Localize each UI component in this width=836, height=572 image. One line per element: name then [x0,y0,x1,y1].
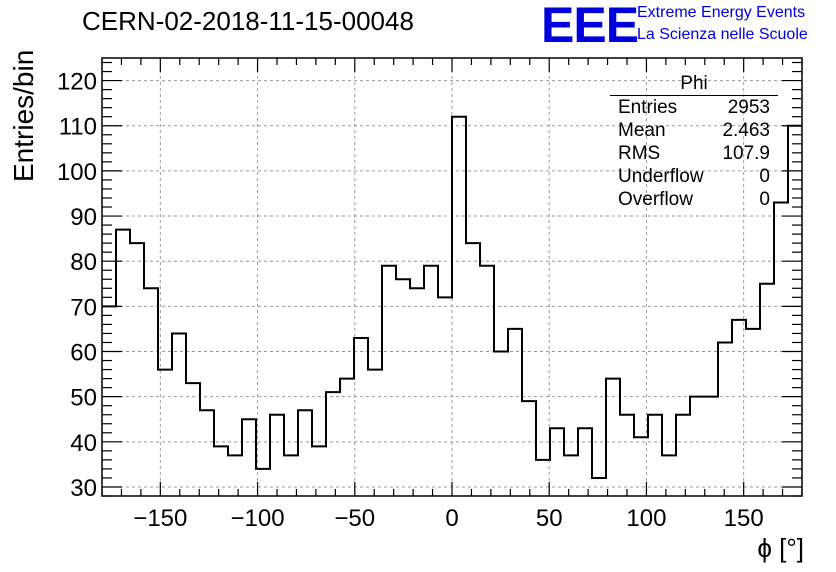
stats-label: Overflow [618,189,693,210]
y-tick-label: 70 [70,294,97,321]
x-tick-label: 0 [445,505,458,532]
x-tick-label: 50 [536,505,563,532]
y-tick-label: 40 [70,430,97,457]
stats-title: Phi [610,72,778,96]
y-axis-label: Entries/bin [8,49,39,182]
y-tick-label: 110 [59,114,97,141]
y-tick-label: 120 [57,69,97,96]
x-tick-label: −150 [133,505,187,532]
chart-title: CERN-02-2018-11-15-00048 [82,6,414,36]
stats-label: RMS [618,143,661,164]
y-tick-label: 60 [70,340,97,367]
y-tick-label: 90 [70,204,97,231]
y-tick-label: 50 [70,385,97,412]
x-tick-label: −100 [231,505,285,532]
plot-frame [101,57,803,497]
eee-logo-mark: EEE [541,0,639,53]
x-tick-label: 100 [626,505,666,532]
stats-row: Entries 2953 [610,96,778,119]
y-tick-label: 30 [70,475,97,502]
histogram-line [102,115,802,479]
stats-value: 0 [759,166,770,187]
stats-row: Overflow 0 [610,188,778,211]
axis-ticks [101,58,803,497]
logo-line-2: La Scienza nelle Scuole [637,26,808,43]
y-tick-label: 80 [70,249,97,276]
logo-line-1: Extreme Energy Events [637,4,806,21]
stats-value: 107.9 [722,143,770,164]
stats-row: Underflow 0 [610,165,778,188]
stats-value: 2953 [727,97,770,118]
stats-box: Phi Entries 2953 Mean 2.463 RMS 107.9 Un… [610,72,778,211]
x-axis-label: ϕ [°] [757,533,804,563]
stats-row: Mean 2.463 [610,119,778,142]
stats-value: 2.463 [722,120,770,141]
eee-logo-text: Extreme Energy Events La Scienza nelle S… [637,2,808,46]
stats-label: Underflow [618,166,704,187]
x-tick-label: 150 [724,505,764,532]
stats-label: Mean [618,120,666,141]
stats-value: 0 [759,189,770,210]
x-tick-label: −50 [334,505,375,532]
stats-row: RMS 107.9 [610,142,778,165]
y-tick-label: 100 [57,159,97,186]
tick-labels: −150 −100 −50 0 50 100 150 30 40 50 60 70 80 90 100 110… [57,69,764,532]
stats-label: Entries [618,97,678,118]
